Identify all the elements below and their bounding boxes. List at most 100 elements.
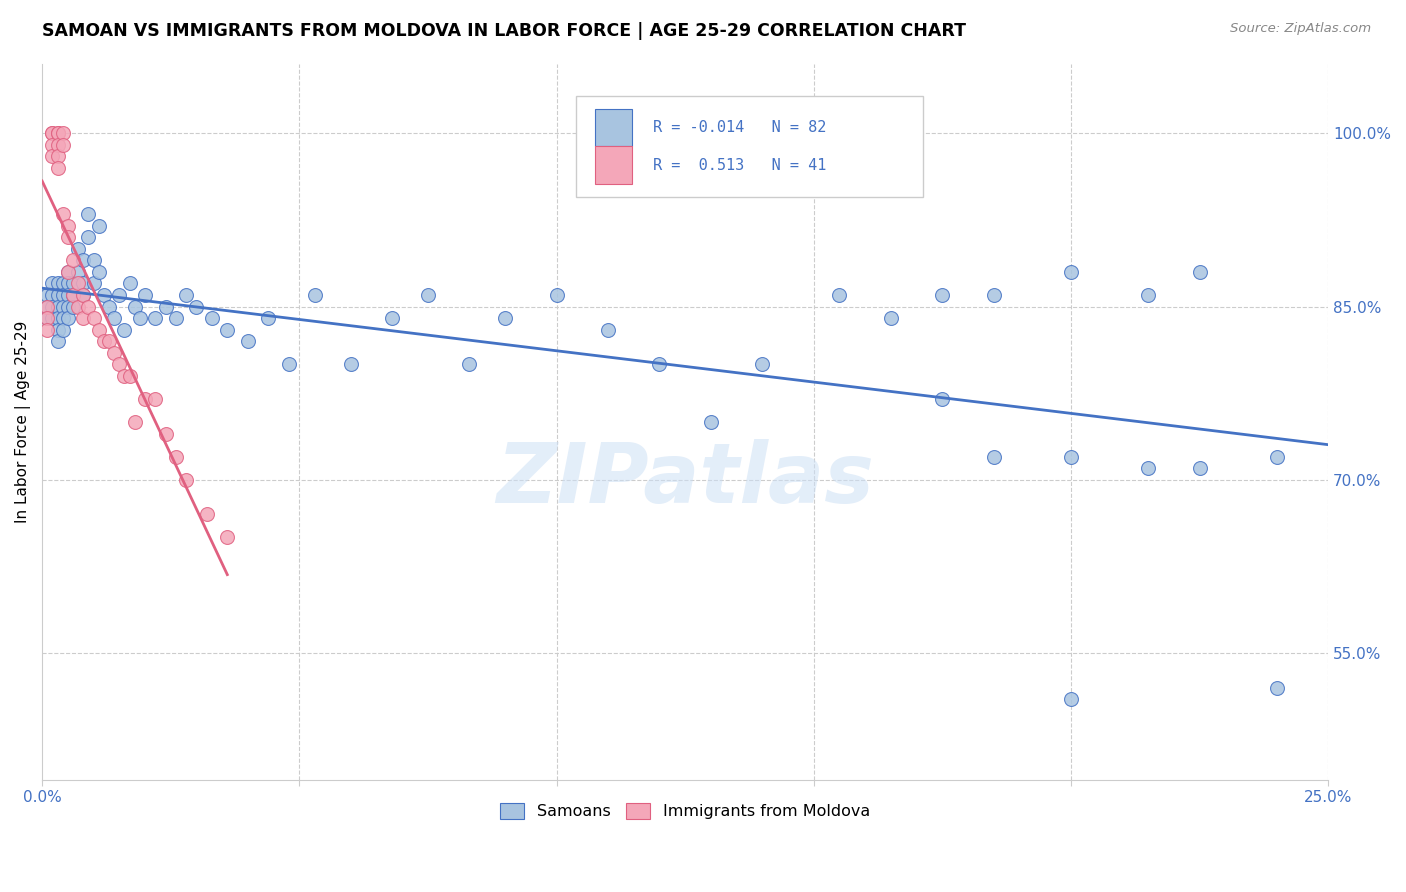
Point	[494, 311, 516, 326]
Point	[52, 137, 75, 152]
Point	[56, 265, 79, 279]
Point	[381, 311, 404, 326]
Point	[1060, 692, 1083, 706]
Point	[217, 531, 239, 545]
Point	[52, 277, 75, 291]
Point	[52, 207, 75, 221]
Point	[56, 219, 79, 233]
Point	[174, 473, 197, 487]
Point	[46, 311, 69, 326]
Point	[165, 311, 187, 326]
Point	[77, 207, 100, 221]
Point	[134, 288, 156, 302]
Point	[103, 311, 125, 326]
Point	[87, 265, 110, 279]
Text: R =  0.513   N = 41: R = 0.513 N = 41	[652, 158, 827, 172]
Point	[1060, 450, 1083, 464]
Point	[1265, 450, 1288, 464]
Point	[46, 334, 69, 348]
Point	[56, 300, 79, 314]
Point	[67, 265, 90, 279]
Legend: Samoans, Immigrants from Moldova: Samoans, Immigrants from Moldova	[494, 797, 877, 826]
Point	[124, 300, 146, 314]
Text: Source: ZipAtlas.com: Source: ZipAtlas.com	[1230, 22, 1371, 36]
Point	[46, 126, 69, 140]
Point	[77, 230, 100, 244]
Point	[77, 300, 100, 314]
FancyBboxPatch shape	[576, 96, 924, 196]
Point	[56, 288, 79, 302]
Text: R = -0.014   N = 82: R = -0.014 N = 82	[652, 120, 827, 136]
Point	[1137, 288, 1160, 302]
Point	[72, 311, 94, 326]
Point	[217, 323, 239, 337]
Point	[87, 323, 110, 337]
Point	[128, 311, 150, 326]
Point	[134, 392, 156, 406]
Point	[83, 253, 105, 268]
Point	[46, 277, 69, 291]
Point	[37, 311, 59, 326]
Point	[108, 288, 131, 302]
Point	[52, 311, 75, 326]
Point	[41, 288, 63, 302]
Y-axis label: In Labor Force | Age 25-29: In Labor Force | Age 25-29	[15, 321, 31, 524]
Text: SAMOAN VS IMMIGRANTS FROM MOLDOVA IN LABOR FORCE | AGE 25-29 CORRELATION CHART: SAMOAN VS IMMIGRANTS FROM MOLDOVA IN LAB…	[42, 22, 966, 40]
Point	[143, 392, 166, 406]
Point	[98, 300, 121, 314]
Point	[546, 288, 568, 302]
Point	[118, 368, 141, 383]
Point	[37, 311, 59, 326]
Point	[236, 334, 259, 348]
Point	[62, 277, 84, 291]
Point	[62, 288, 84, 302]
Point	[62, 300, 84, 314]
Point	[46, 300, 69, 314]
Point	[700, 415, 723, 429]
Point	[67, 242, 90, 256]
Point	[56, 277, 79, 291]
Point	[1188, 461, 1211, 475]
Point	[72, 277, 94, 291]
Point	[931, 392, 953, 406]
Point	[278, 357, 301, 371]
Point	[56, 265, 79, 279]
Point	[52, 288, 75, 302]
Point	[46, 149, 69, 163]
Point	[98, 334, 121, 348]
Point	[67, 277, 90, 291]
Point	[56, 311, 79, 326]
Point	[52, 126, 75, 140]
Point	[41, 126, 63, 140]
Point	[103, 345, 125, 359]
Point	[37, 288, 59, 302]
Point	[46, 137, 69, 152]
Point	[41, 126, 63, 140]
Point	[257, 311, 280, 326]
Point	[41, 137, 63, 152]
Point	[93, 288, 115, 302]
Point	[155, 426, 177, 441]
Point	[56, 230, 79, 244]
Point	[83, 277, 105, 291]
Point	[983, 450, 1005, 464]
Point	[46, 126, 69, 140]
Point	[37, 323, 59, 337]
Point	[46, 288, 69, 302]
Point	[155, 300, 177, 314]
Point	[52, 300, 75, 314]
Point	[304, 288, 326, 302]
Point	[339, 357, 361, 371]
Point	[41, 277, 63, 291]
Point	[143, 311, 166, 326]
Point	[118, 277, 141, 291]
Point	[62, 253, 84, 268]
Point	[201, 311, 224, 326]
Point	[880, 311, 903, 326]
Point	[62, 288, 84, 302]
Point	[41, 300, 63, 314]
FancyBboxPatch shape	[595, 146, 633, 184]
Point	[112, 323, 135, 337]
Point	[931, 288, 953, 302]
Point	[1137, 461, 1160, 475]
